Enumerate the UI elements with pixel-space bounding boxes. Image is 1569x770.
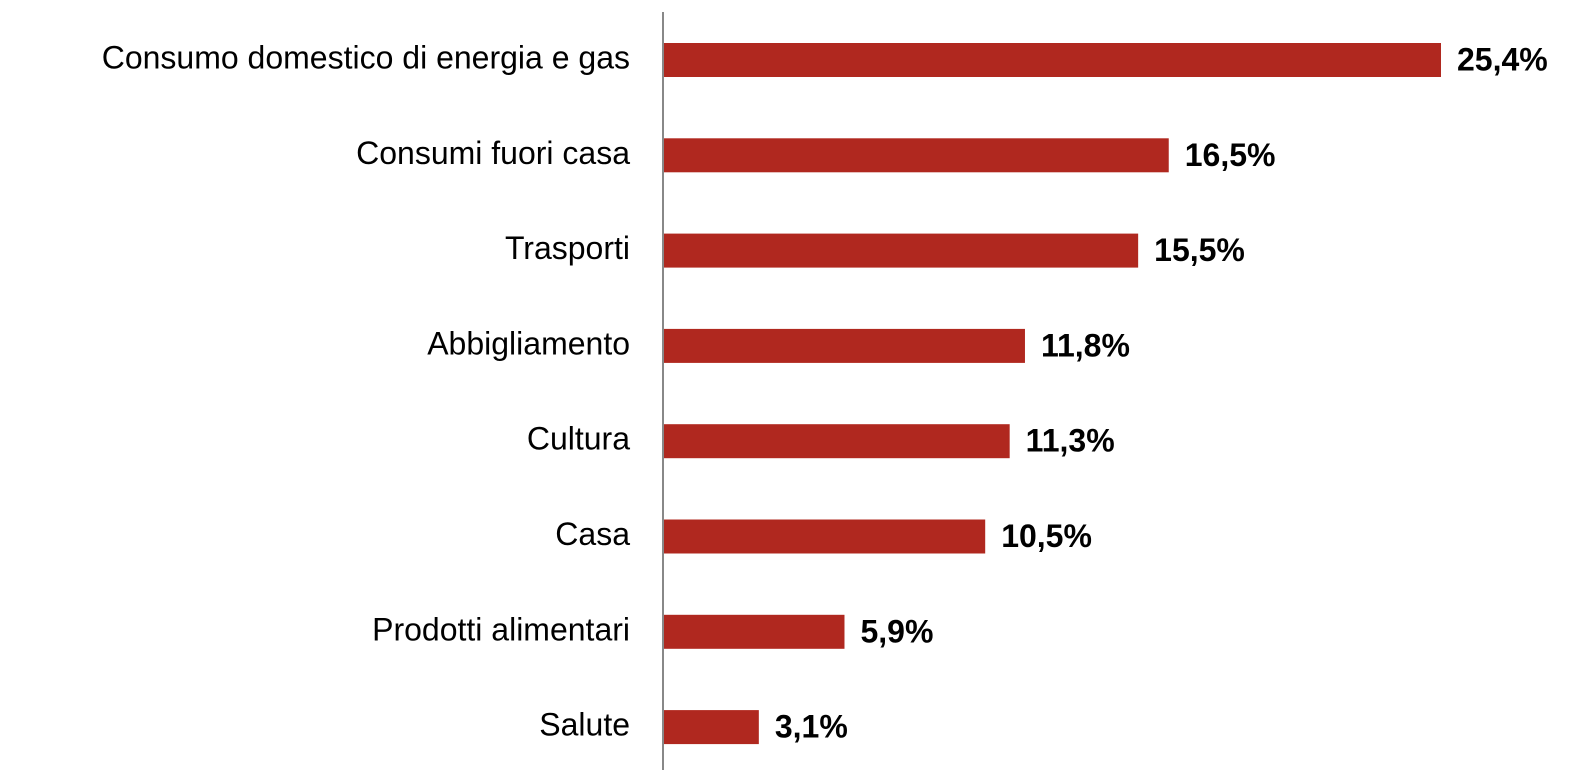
bar (664, 328, 1025, 363)
value-label: 16,5% (1185, 137, 1276, 173)
category-label: Trasporti (505, 230, 630, 266)
category-label: Salute (539, 707, 630, 743)
category-label: Prodotti alimentari (372, 611, 630, 647)
value-label: 11,8% (1041, 327, 1130, 363)
category-label: Cultura (527, 421, 630, 457)
bar (664, 710, 759, 745)
value-label: 11,3% (1026, 423, 1115, 459)
category-label: Consumi fuori casa (356, 135, 630, 171)
bar (664, 519, 986, 554)
bar (664, 138, 1169, 173)
bar (664, 614, 845, 649)
bar (664, 43, 1441, 77)
bar (664, 424, 1010, 459)
value-label: 10,5% (1001, 518, 1092, 554)
value-label: 15,5% (1154, 232, 1245, 268)
bar (664, 233, 1139, 268)
value-label: 3,1% (775, 709, 848, 745)
category-label: Abbigliamento (427, 325, 630, 361)
value-label: 5,9% (860, 613, 933, 649)
value-label: 25,4% (1457, 41, 1548, 77)
category-label: Casa (555, 516, 630, 552)
category-label: Consumo domestico di energia e gas (102, 39, 630, 75)
